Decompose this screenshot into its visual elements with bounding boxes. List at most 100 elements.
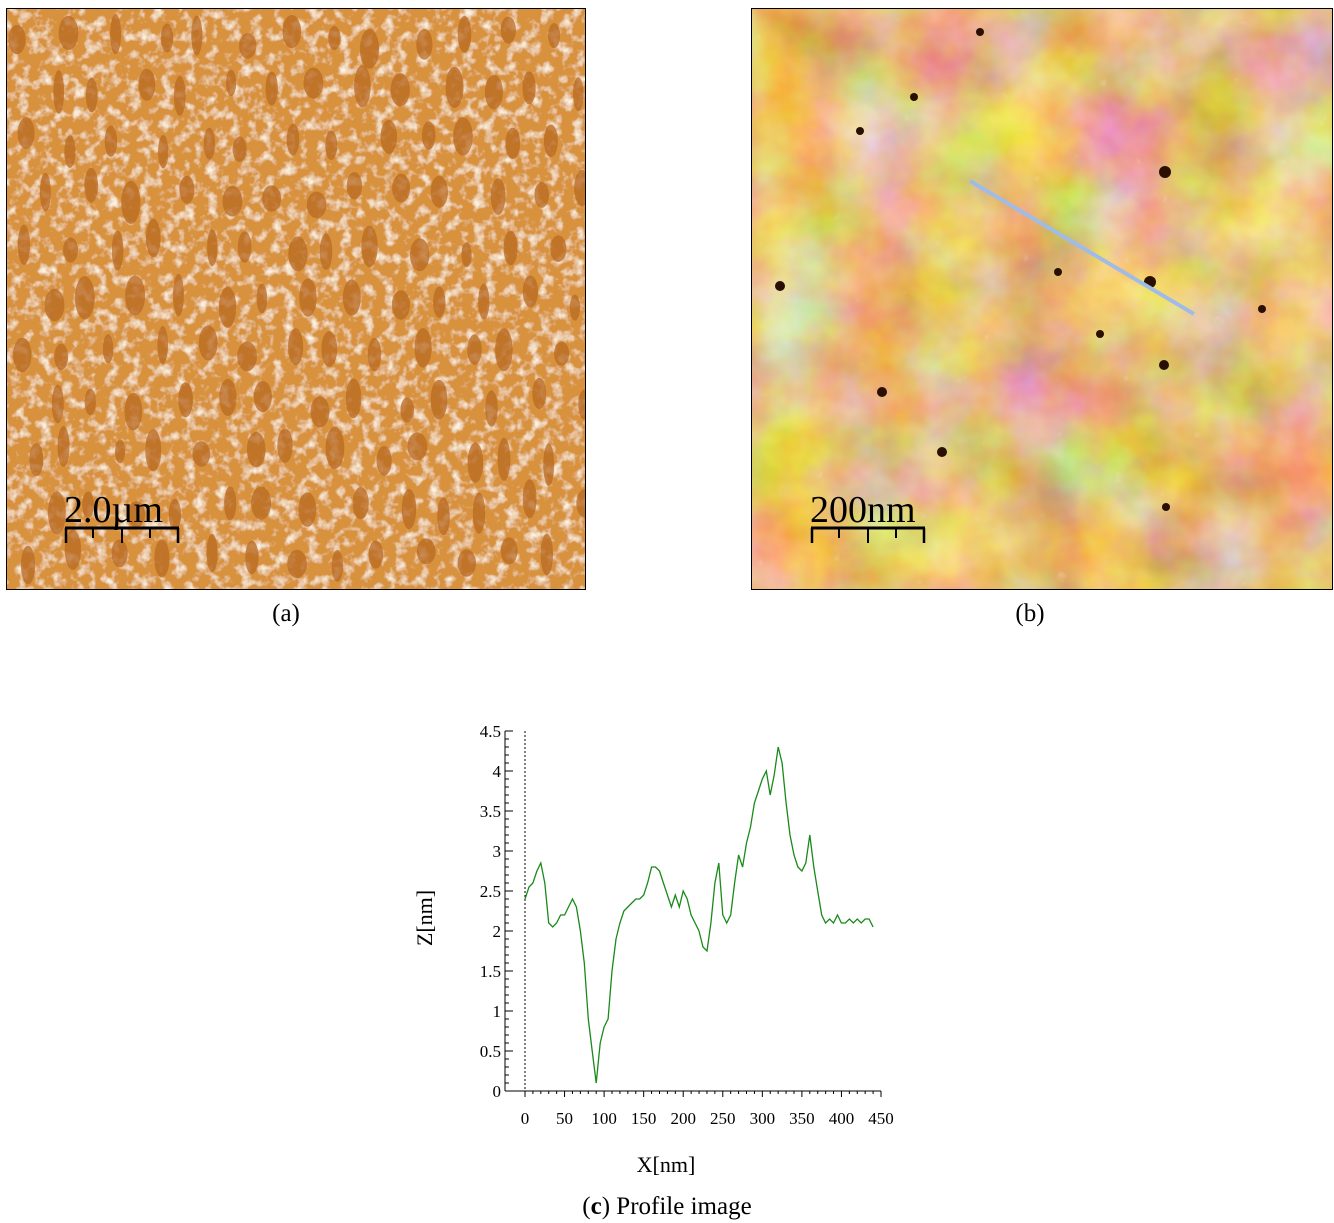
surface-pit: [218, 286, 237, 328]
surface-pit: [856, 127, 864, 135]
surface-pit: [472, 492, 486, 534]
surface-pit: [298, 492, 317, 527]
y-tick-label: 2: [493, 922, 502, 941]
surface-pit: [158, 134, 169, 169]
surface-pit: [154, 539, 170, 578]
surface-pit: [310, 396, 330, 428]
surface-pit: [282, 15, 302, 49]
surface-pit: [179, 175, 195, 204]
surface-pit: [237, 231, 252, 263]
x-tick-label: 50: [556, 1109, 573, 1128]
surface-pit: [1159, 166, 1171, 178]
surface-pit: [39, 172, 51, 212]
y-tick-label: 0: [493, 1082, 502, 1101]
surface-pit: [401, 488, 417, 530]
surface-pit: [430, 175, 448, 208]
surface-pit: [303, 67, 324, 99]
surface-pit: [57, 426, 70, 467]
surface-pit: [124, 392, 143, 431]
surface-pit: [367, 337, 382, 372]
surface-pit: [198, 325, 218, 361]
surface-pit: [345, 378, 362, 419]
y-tick-label: 0.5: [480, 1042, 501, 1061]
surface-pit: [277, 428, 293, 463]
surface-pit: [354, 65, 371, 108]
surface-pit: [245, 540, 259, 575]
surface-pit: [380, 119, 398, 154]
surface-pit: [288, 236, 308, 272]
surface-pit: [1258, 305, 1266, 313]
surface-pit: [265, 71, 278, 106]
surface-pit: [160, 23, 174, 53]
surface-pit: [578, 389, 585, 420]
surface-pit: [484, 74, 503, 110]
surface-pit: [497, 437, 511, 481]
surface-pit: [495, 328, 513, 372]
surface-pit: [1162, 503, 1170, 511]
surface-pit: [457, 549, 476, 577]
profile-chart: 0 0.5 1 1.5 2 2.5 3 3.5 4 4.5 0 50 100 150 200 250 300 3…: [412, 722, 894, 1177]
surface-pit: [376, 446, 392, 476]
surface-pit: [222, 185, 243, 217]
surface-pit: [342, 279, 361, 316]
x-tick-label: 450: [868, 1109, 894, 1128]
surface-pit: [306, 191, 327, 219]
y-tick-labels: 0 0.5 1 1.5 2 2.5 3 3.5 4 4.5: [480, 722, 502, 1101]
x-tick-label: 100: [591, 1109, 617, 1128]
surface-pit: [554, 341, 570, 366]
x-tick-label: 150: [631, 1109, 657, 1128]
caption-b: (b): [1015, 600, 1045, 627]
surface-pit: [20, 545, 36, 585]
surface-pit: [121, 180, 141, 224]
surface-pit: [145, 429, 162, 472]
surface-pit: [74, 276, 95, 320]
surface-pit: [400, 397, 415, 423]
surface-pit: [286, 123, 300, 156]
surface-pit: [253, 381, 272, 413]
surface-pit: [44, 288, 65, 322]
x-tick-labels: 0 50 100 150 200 250 300 350 400 450: [521, 1109, 894, 1128]
surface-pit: [540, 533, 553, 576]
surface-pit: [173, 273, 184, 317]
y-tick-label: 1: [493, 1002, 502, 1021]
y-tick-label: 4: [493, 762, 502, 781]
surface-pit: [246, 432, 266, 468]
surface-pit: [111, 539, 128, 568]
surface-pit: [203, 127, 215, 160]
afm-texture-b: [752, 9, 1332, 589]
surface-pit: [84, 167, 98, 203]
y-axis-label: Z[nm]: [412, 890, 437, 946]
surface-pit: [64, 135, 76, 168]
surface-pit: [976, 28, 984, 36]
surface-pit: [478, 283, 490, 320]
surface-pit: [251, 486, 272, 520]
surface-pit: [104, 125, 118, 157]
surface-pit: [85, 77, 98, 113]
surface-pit: [168, 498, 182, 531]
surface-pit: [453, 117, 473, 156]
afm-texture-a: [7, 9, 585, 589]
surface-pit: [550, 235, 567, 262]
y-tick-label: 3.5: [480, 802, 501, 821]
surface-pit: [17, 224, 30, 265]
surface-pit: [299, 278, 317, 317]
surface-pit: [522, 479, 537, 519]
surface-pit: [192, 441, 211, 467]
surface-pit: [102, 334, 114, 364]
surface-pit: [416, 538, 436, 565]
surface-pit: [467, 442, 484, 483]
surface-pit: [325, 130, 338, 161]
surface-pit: [256, 283, 268, 314]
surface-pit: [206, 533, 218, 573]
surface-pit: [573, 77, 584, 111]
surface-pit: [17, 117, 35, 150]
surface-pit: [445, 66, 464, 109]
surface-pit: [58, 15, 79, 50]
surface-pit: [505, 127, 521, 160]
x-tick-label: 200: [670, 1109, 696, 1128]
surface-pit: [232, 136, 247, 162]
surface-pit: [490, 178, 506, 215]
surface-pit: [485, 390, 498, 427]
surface-pit: [361, 225, 378, 268]
surface-pit: [319, 233, 333, 270]
